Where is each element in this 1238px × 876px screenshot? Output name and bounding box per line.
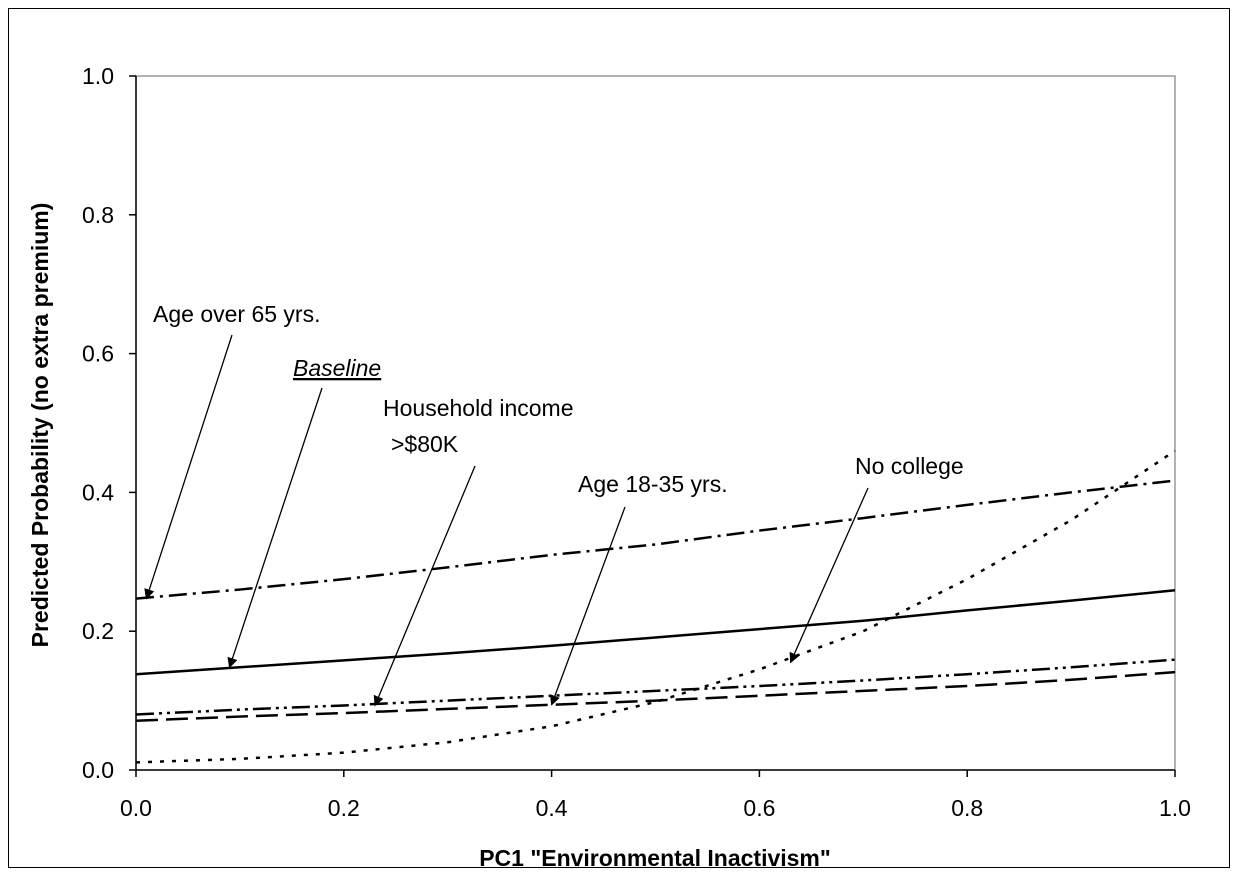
annotation-arrow-age1835 (549, 506, 626, 706)
plot-area-border (135, 75, 1176, 771)
series-line-age-over-65-yrs (135, 479, 1176, 600)
annotation-age65: Age over 65 yrs. (153, 301, 320, 327)
y-tick-label: 1.0 (82, 63, 114, 89)
annotation-arrow-age65 (144, 334, 233, 600)
series-layer (135, 449, 1176, 764)
annotation-income2: >$80K (391, 431, 459, 457)
axes (135, 75, 1176, 771)
y-tick-label: 0.2 (82, 618, 114, 644)
y-axis-title: Predicted Probability (no extra premium) (27, 203, 53, 648)
x-tick-label: 0.0 (120, 795, 152, 821)
series-line-baseline (135, 589, 1176, 676)
series-line-age-18-35-yrs (135, 670, 1176, 722)
chart-frame (8, 8, 1230, 868)
series-line-household-income-80k (135, 658, 1176, 716)
ticks: 0.0 0.2 0.4 0.6 0.8 1.0 0.0 0.2 0.4 0.6 0.8 1.0 (82, 63, 1191, 821)
annotation-arrow-nocollege (789, 487, 869, 664)
x-tick-label: 0.8 (951, 795, 983, 821)
annotation-nocollege: No college (855, 453, 964, 479)
annotation-arrow-baseline (227, 387, 323, 669)
x-tick-label: 1.0 (1159, 795, 1191, 821)
y-tick-label: 0.0 (82, 757, 114, 783)
x-tick-label: 0.4 (536, 795, 568, 821)
y-tick-label: 0.6 (82, 341, 114, 367)
x-tick-label: 0.6 (743, 795, 775, 821)
annotation-income1: Household income (383, 395, 574, 421)
annotation-age1835: Age 18-35 yrs. (578, 471, 728, 497)
annotation-baseline: Baseline (293, 355, 381, 381)
x-tick-label: 0.2 (328, 795, 360, 821)
annotation-arrow-income2 (373, 465, 476, 707)
x-axis-title: PC1 "Environmental Inactivism" (479, 845, 831, 871)
y-tick-label: 0.8 (82, 202, 114, 228)
y-tick-label: 0.4 (82, 479, 114, 505)
